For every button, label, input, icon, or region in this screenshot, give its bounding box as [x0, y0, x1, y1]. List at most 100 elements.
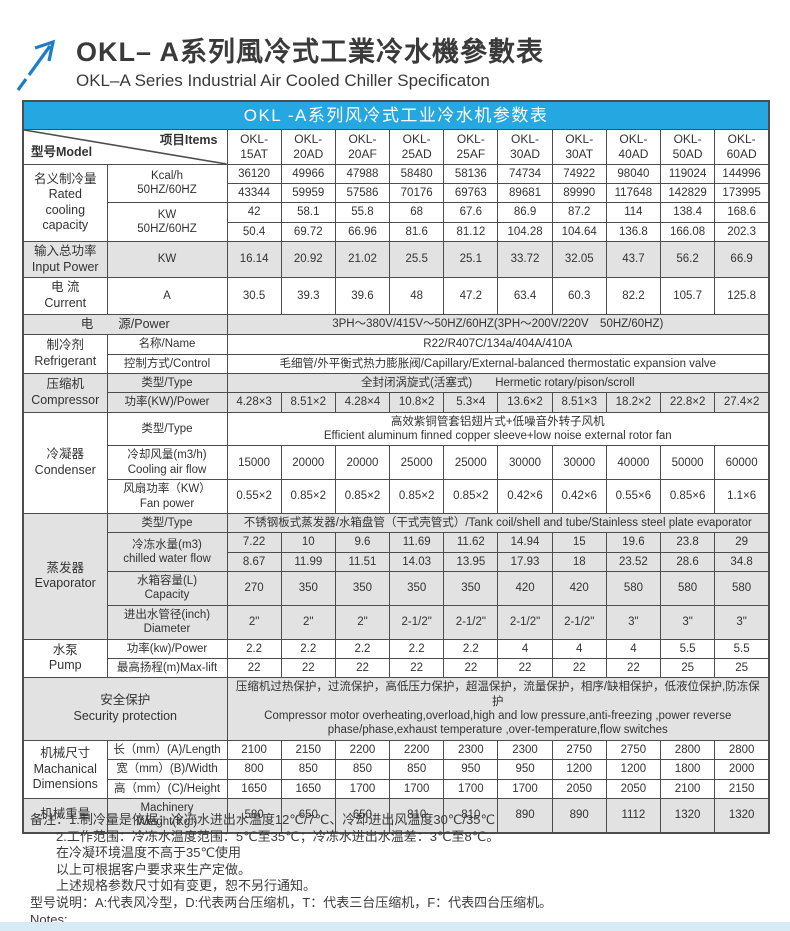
value-cell: 40000 [605, 445, 662, 481]
table-row: 输入总功率 Input Power KW 16.14 20.92 21.02 25.5 25.… [22, 240, 770, 279]
value-cell: 104.64 [551, 221, 607, 243]
item-cell: 进出水管径(inch) Diameter [106, 604, 228, 640]
table-row: 宽（mm）(B)/Width 800 850 850 850 950 950 1200 1200… [23, 759, 770, 780]
item-cell: Kcal/h 50HZ/60HZ [106, 163, 228, 204]
value-cell: 144996 [714, 163, 770, 184]
table-row: 高（mm）(C)/Height 1650 1650 1700 1700 1700 1700 2… [23, 778, 770, 799]
value-cell: 890 [497, 797, 553, 834]
table-row: 冷凝器 Condenser 类型/Type 高效紫铜管套铝翅片式+低噪音外转子风机 Ef… [22, 411, 770, 514]
group-cell: 安全保护 Security protection [22, 677, 228, 741]
table-row: 制冷剂 Refrigerant 名称/Name R22/R407C/134a/404A… [22, 334, 770, 374]
group-cell: 制冷剂 Refrigerant [22, 334, 108, 374]
model-col-okl-50ad: OKL- 50AD [659, 128, 716, 165]
group-cell: 水泵 Pump [22, 638, 108, 679]
model-col-okl-20ad: OKL- 20AD [280, 128, 336, 165]
value-cell: 33.72 [497, 240, 553, 279]
value-cell: 0.85×2 [280, 479, 336, 514]
value-cell: 30000 [551, 445, 607, 481]
value-cell: 138.4 [659, 202, 716, 223]
value-cell: 22 [280, 657, 336, 679]
value-cell: 0.42×6 [551, 479, 607, 514]
value-cell: 74734 [497, 163, 553, 184]
value-cell: 1320 [659, 797, 716, 834]
value-cell: 2200 [334, 739, 391, 761]
value-cell: 2300 [443, 739, 499, 761]
table-row: 压缩机 Compressor 类型/Type 全封闭涡旋式(活塞式) Hermetic… [22, 372, 770, 413]
span-cell: 压缩机过热保护，过流保护，高低压力保护，超温保护，流量保护，相序/缺相保护，低液… [226, 677, 770, 741]
item-cell: KW 50HZ/60HZ [106, 202, 228, 242]
table-row: 50.4 69.72 66.96 81.6 81.12 104.28 104.64 136.8… [23, 221, 770, 243]
value-cell: 0.85×6 [659, 479, 716, 514]
value-cell: 2-1/2" [551, 604, 607, 640]
value-cell: 950 [443, 759, 499, 780]
diagonal-divider [24, 130, 226, 163]
value-cell: 2.2 [226, 638, 282, 659]
value-cell: 1700 [389, 778, 445, 799]
value-cell: 59959 [280, 182, 336, 204]
table-row: 冷却风量(m3/h) Cooling air flow 15000 20000 2000… [23, 445, 770, 481]
corner-cell: 型号Model 项目Items [22, 128, 228, 165]
value-cell: 2" [280, 604, 336, 640]
value-cell: 22 [226, 657, 282, 679]
group-cell: 名义制冷量 Rated cooling capacity [22, 163, 108, 242]
note-line: 型号说明：A:代表风冷型，D:代表两台压缩机，T：代表三台压缩机，F：代表四台压… [30, 894, 553, 910]
value-cell: 8.67 [226, 551, 282, 573]
note-line: 上述规格参数尺寸如有变更，恕不另行通知。 [56, 878, 317, 894]
value-cell: 650 [334, 797, 391, 834]
group-cell: 冷凝器 Condenser [22, 411, 108, 514]
arrow-up-right-icon [16, 39, 56, 91]
model-col-okl-15at: OKL- 15AT [226, 128, 282, 165]
value-cell: 18 [551, 551, 607, 573]
value-cell: 2.2 [389, 638, 445, 659]
value-cell: 2.2 [334, 638, 391, 659]
value-cell: 166.08 [659, 221, 716, 243]
value-cell: 69763 [443, 182, 499, 204]
note-line: 以上可根据客户要求来生产定做。 [56, 861, 252, 877]
item-cell: 水箱容量(L) Capacity [106, 571, 228, 606]
item-cell: 控制方式/Control [106, 353, 228, 374]
table-row: 电 流 Current A 30.5 39.3 39.6 48 47.2 63.4 60.3 82.… [22, 277, 770, 315]
value-cell: 2-1/2" [389, 604, 445, 640]
value-cell: 168.6 [714, 202, 770, 223]
value-cell: 2750 [551, 739, 607, 761]
value-cell: 30.5 [226, 277, 282, 315]
item-cell: KW [106, 240, 228, 279]
value-cell: 2.2 [443, 638, 499, 659]
value-cell: 34.8 [714, 551, 770, 573]
value-cell: 60000 [714, 445, 770, 481]
table-row: 名义制冷量 Rated cooling capacity Kcal/h 50HZ/60HZ… [22, 163, 770, 242]
value-cell: 66.9 [714, 240, 770, 279]
value-cell: 890 [551, 797, 607, 834]
item-cell: 功率(KW)/Power [106, 392, 228, 413]
value-cell: 87.2 [551, 202, 607, 223]
table-row: 功率(KW)/Power 4.28×3 8.51×2 4.28×4 10.8×2 5.3×… [23, 392, 770, 413]
item-cell: Machinery Weight(Kg ) [106, 797, 228, 834]
value-cell: 117648 [605, 182, 662, 204]
item-cell: 最高扬程(m)Max-lift [106, 657, 228, 679]
value-cell: 5.5 [714, 638, 770, 659]
value-cell: 29 [714, 532, 770, 553]
value-cell: 81.6 [389, 221, 445, 243]
table-row: 水箱容量(L) Capacity 270 350 350 350 350 420 420 580 5… [23, 571, 770, 606]
value-cell: 43344 [226, 182, 282, 204]
value-cell: 11.69 [389, 532, 445, 553]
item-cell: 冷冻水量(m3) chilled water flow [106, 532, 228, 572]
value-cell: 47988 [334, 163, 391, 184]
group-cell: 输入总功率 Input Power [22, 240, 108, 279]
value-cell: 5.5 [659, 638, 716, 659]
value-cell: 9.6 [334, 532, 391, 553]
value-cell: 20.92 [280, 240, 336, 279]
value-cell: 800 [226, 759, 282, 780]
model-col-okl-25af: OKL- 25AF [443, 128, 499, 165]
value-cell: 0.85×2 [389, 479, 445, 514]
value-cell: 22 [389, 657, 445, 679]
value-cell: 14.94 [497, 532, 553, 553]
value-cell: 10 [280, 532, 336, 553]
value-cell: 142829 [659, 182, 716, 204]
item-cell: 风扇功率（KW） Fan power [106, 479, 228, 514]
value-cell: 25.5 [389, 240, 445, 279]
table-row: 最高扬程(m)Max-lift 22 22 22 22 22 22 22 22 25 25 [23, 657, 770, 679]
value-cell: 2750 [605, 739, 662, 761]
table-row: 机械尺寸 Machanical Dimensions 长（mm）(A)/Length 2… [22, 739, 770, 799]
value-cell: 420 [551, 571, 607, 606]
